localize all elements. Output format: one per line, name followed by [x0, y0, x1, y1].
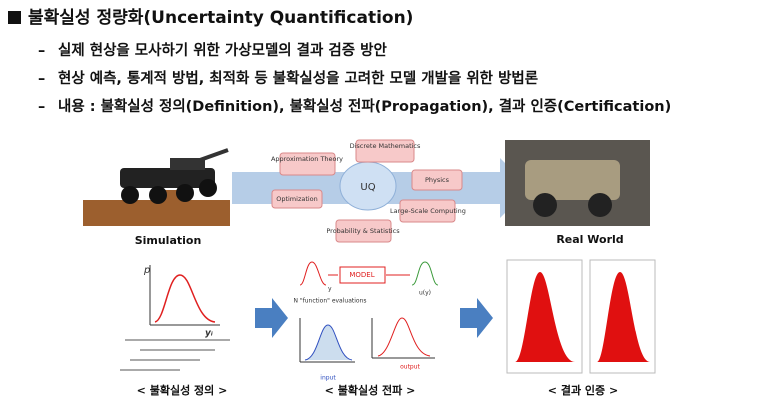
model: MODEL [349, 271, 374, 279]
node: Optimization [276, 195, 318, 203]
bullet: 내용 : 불확실성 정의(Definition), 불확실성 전파(Propag… [58, 97, 671, 115]
uq-diagram: Approximation Theory Discrete Mathematic… [271, 139, 466, 243]
axis-label: u(y) [419, 290, 431, 297]
caption: < 불확실성 전파 > [325, 383, 416, 397]
title: 불확실성 정량화(Uncertainty Quantification) [28, 8, 413, 28]
dash: – [38, 43, 45, 59]
dash: – [38, 99, 45, 115]
bullet: 실제 현상을 모사하기 위한 가상모델의 결과 검증 방안 [58, 41, 387, 59]
title-bullet [8, 11, 21, 24]
node: Large-Scale Computing [390, 207, 466, 215]
step-arrow [460, 298, 493, 338]
node: Probability & Statistics [326, 227, 400, 235]
label: Real World [556, 233, 623, 246]
node: Approximation Theory [271, 155, 343, 163]
axis-label: p [143, 265, 150, 276]
step-arrow [255, 298, 288, 338]
ground [83, 200, 230, 226]
certification-panel [506, 259, 656, 374]
bullet: 현상 예측, 통계적 방법, 최적화 등 불확실성을 고려한 모델 개발을 위한… [58, 69, 538, 87]
node: Discrete Mathematics [350, 142, 421, 150]
caption: < 불확실성 정의 > [137, 383, 228, 397]
propagation-panel: MODEL y u(y) N "function" evaluations in… [293, 261, 439, 382]
real-vehicle [525, 160, 620, 200]
note: N "function" evaluations [293, 298, 366, 305]
definition-panel: p yᵢ [120, 265, 230, 371]
node-center: UQ [360, 182, 375, 193]
axis-label: yᵢ [205, 329, 213, 339]
bullet-list: – 실제 현상을 모사하기 위한 가상모델의 결과 검증 방안 – 현상 예측,… [38, 41, 671, 115]
label: Simulation [135, 234, 202, 247]
axis-label: output [400, 364, 420, 371]
vehicle [120, 148, 229, 204]
axis-label: input [320, 375, 336, 382]
dash: – [38, 71, 45, 87]
axis-label: y [328, 286, 332, 293]
node: Physics [425, 176, 450, 184]
caption: < 결과 인증 > [548, 383, 618, 397]
